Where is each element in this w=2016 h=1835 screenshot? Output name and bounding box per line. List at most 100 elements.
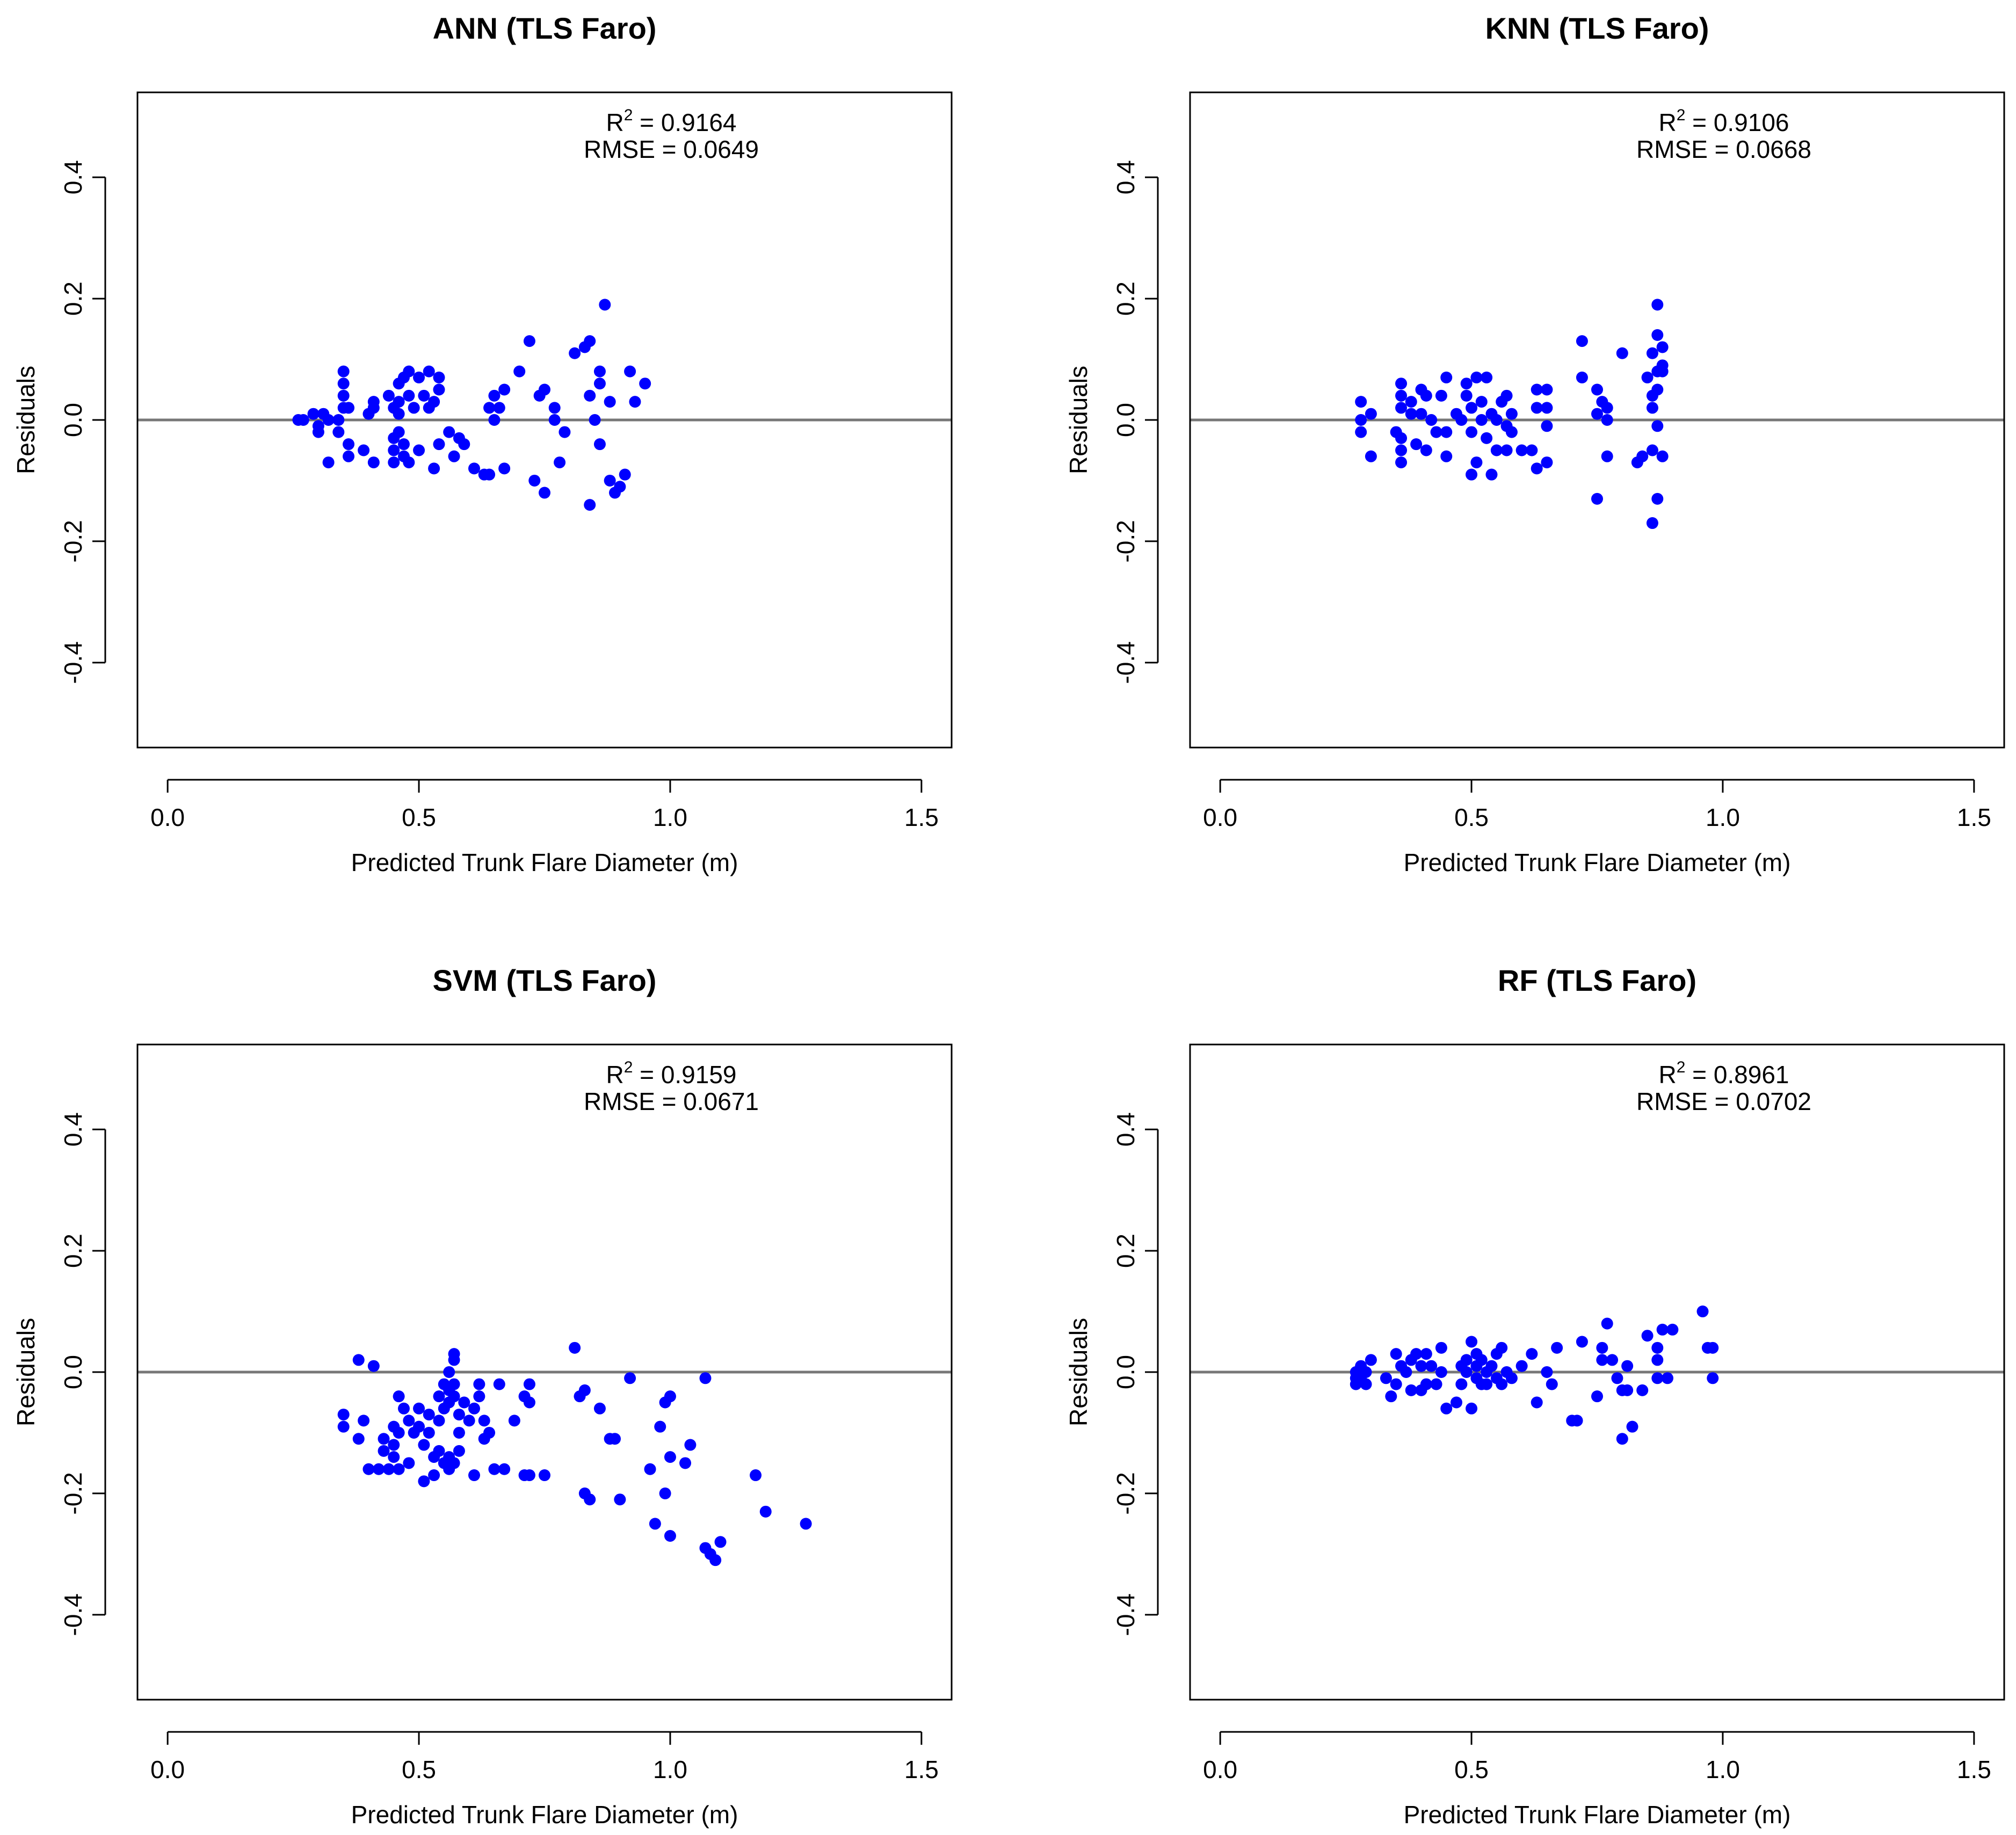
rf-data-point — [1410, 1348, 1423, 1360]
knn-data-point — [1531, 383, 1543, 396]
ann-data-point — [428, 462, 440, 475]
ann-data-point — [337, 389, 350, 402]
svm-title: SVM (TLS Faro) — [433, 963, 657, 997]
knn-data-point — [1481, 432, 1493, 444]
svm-data-point — [367, 1360, 380, 1372]
ann-data-point — [393, 396, 405, 408]
ann-data-point — [343, 450, 355, 462]
svm-data-point — [397, 1402, 410, 1415]
rf-data-point — [1496, 1378, 1508, 1390]
knn-rmse-stat: RMSE = 0.0668 — [1636, 135, 1811, 163]
rf-data-point — [1621, 1360, 1634, 1372]
rf-data-point — [1626, 1420, 1638, 1433]
rf-data-point — [1611, 1372, 1623, 1384]
knn-data-point — [1541, 383, 1553, 396]
ann-data-point — [528, 474, 541, 487]
rf-title: RF (TLS Faro) — [1498, 963, 1696, 997]
svm-data-point — [483, 1426, 496, 1439]
svm-data-point — [448, 1378, 460, 1390]
knn-data-point — [1395, 378, 1408, 390]
svm-data-point — [433, 1415, 445, 1427]
knn-data-point — [1576, 335, 1588, 347]
svm-data-point — [378, 1445, 390, 1457]
ann-x-axis-label: Predicted Trunk Flare Diameter (m) — [351, 848, 738, 876]
rf-data-point — [1466, 1336, 1478, 1348]
svm-data-point — [584, 1493, 596, 1506]
svm-data-point — [388, 1451, 400, 1463]
svm-data-point — [709, 1554, 722, 1566]
ann-data-point — [483, 468, 496, 481]
knn-data-point — [1440, 426, 1453, 438]
ann-data-point — [458, 438, 470, 451]
ann-data-point — [584, 499, 596, 511]
knn-data-point — [1515, 444, 1528, 456]
svm-data-point — [523, 1469, 535, 1482]
ann-data-point — [629, 396, 641, 408]
knn-data-point — [1460, 389, 1473, 402]
knn-data-point — [1425, 414, 1438, 426]
rf-data-point — [1496, 1341, 1508, 1354]
ann-data-point — [604, 396, 616, 408]
svm-r2-label: R — [606, 1061, 623, 1089]
rf-data-point — [1606, 1354, 1619, 1366]
ann-data-point — [569, 347, 581, 359]
svm-data-point — [382, 1463, 395, 1475]
rf-x-axis-label: Predicted Trunk Flare Diameter (m) — [1404, 1801, 1791, 1829]
svm-r2-superscript: 2 — [624, 1058, 633, 1076]
ann-y-axis-label: Residuals — [12, 366, 40, 474]
knn-data-point — [1420, 389, 1432, 402]
svm-r2-stat: R2 = 0.9159 — [606, 1058, 736, 1089]
knn-data-point — [1601, 402, 1613, 414]
knn-data-point — [1591, 492, 1603, 505]
ann-data-point — [584, 389, 596, 402]
rf-data-point — [1576, 1336, 1588, 1348]
knn-data-point — [1526, 444, 1538, 456]
rf-data-point — [1475, 1354, 1488, 1366]
svm-data-point — [433, 1445, 445, 1457]
svm-data-point — [473, 1378, 485, 1390]
rf-data-point — [1485, 1360, 1498, 1372]
svm-r2-value: = 0.9159 — [633, 1061, 736, 1089]
ann-data-point — [604, 474, 616, 487]
rf-data-point — [1596, 1354, 1608, 1366]
svm-data-point — [800, 1518, 812, 1530]
svm-rmse-stat: RMSE = 0.0671 — [584, 1087, 759, 1115]
svm-data-point — [388, 1439, 400, 1451]
svm-data-point — [423, 1409, 435, 1421]
rf-x-tick-label: 1.0 — [1706, 1756, 1740, 1783]
knn-data-point — [1616, 347, 1628, 359]
knn-r2-stat: R2 = 0.9106 — [1658, 106, 1789, 136]
ann-data-point — [423, 365, 435, 378]
svm-data-point — [684, 1439, 697, 1451]
ann-data-point — [539, 383, 550, 396]
knn-data-point — [1475, 396, 1488, 408]
knn-data-point — [1435, 389, 1447, 402]
ann-data-point — [433, 383, 445, 396]
knn-data-point — [1455, 414, 1468, 426]
svm-y-tick-label: 0.0 — [59, 1355, 87, 1389]
svm-data-point — [473, 1390, 485, 1403]
knn-data-point — [1541, 456, 1553, 469]
rf-r2-stat: R2 = 0.8961 — [1658, 1058, 1789, 1089]
panel-knn: KNN (TLS Faro) 0.0 0.5 1.0 1.5 -0.4 -0.2 0.0 0.2… — [1064, 11, 2005, 876]
knn-data-point — [1656, 450, 1669, 462]
rf-data-point — [1541, 1366, 1553, 1378]
svm-data-point — [508, 1415, 520, 1427]
svm-data-point — [448, 1390, 460, 1403]
knn-title: KNN (TLS Faro) — [1485, 11, 1709, 45]
svm-data-point — [593, 1402, 606, 1415]
rf-data-point — [1662, 1372, 1674, 1384]
knn-data-point — [1531, 462, 1543, 475]
svm-y-axis-label: Residuals — [12, 1318, 40, 1426]
ann-data-point — [614, 481, 626, 493]
ann-y-tick-label: 0.4 — [59, 160, 87, 194]
svm-data-point — [654, 1420, 666, 1433]
knn-data-point — [1475, 414, 1488, 426]
ann-data-point — [393, 426, 405, 438]
ann-data-point — [388, 456, 400, 469]
knn-data-point — [1601, 450, 1613, 462]
svm-data-point — [453, 1445, 465, 1457]
svm-data-point — [393, 1426, 405, 1439]
ann-data-point — [337, 378, 350, 390]
knn-data-point — [1646, 444, 1658, 456]
